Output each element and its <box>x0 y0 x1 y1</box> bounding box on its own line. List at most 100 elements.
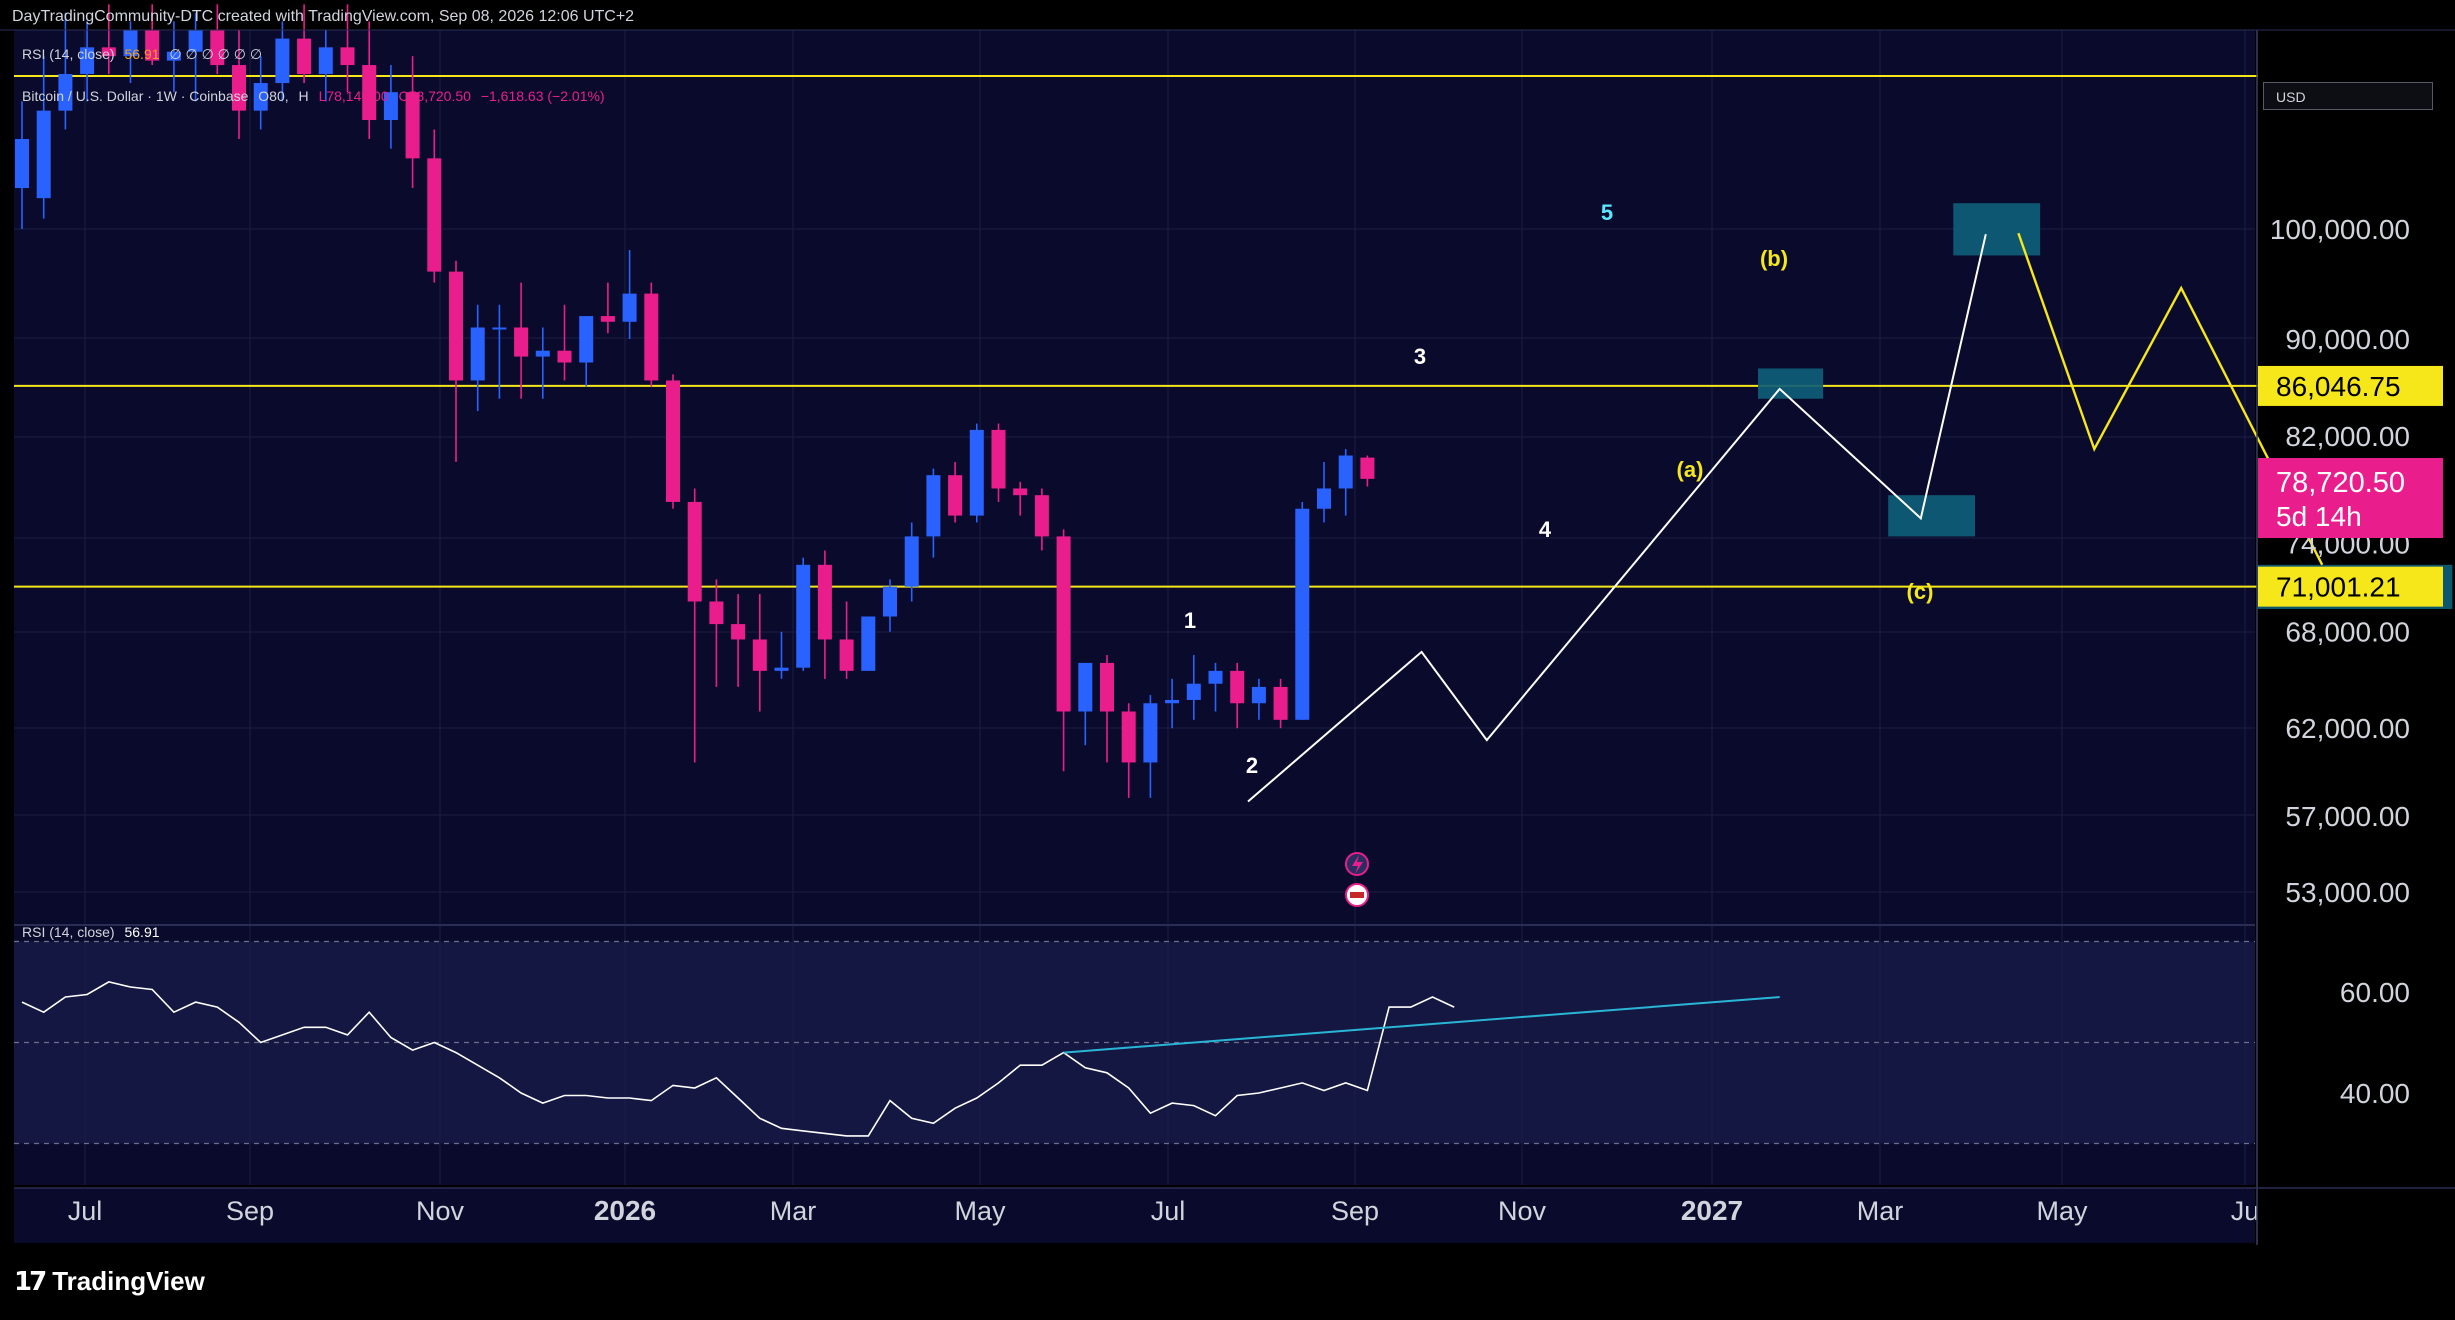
candle <box>123 29 138 57</box>
tradingview-logo[interactable]: 17 TradingView <box>14 1266 205 1297</box>
candle <box>709 601 724 625</box>
top-rsi-blanks: ∅ ∅ ∅ ∅ ∅ ∅ <box>169 46 263 62</box>
candle <box>166 51 181 61</box>
wave-label-c: (c) <box>1907 579 1934 604</box>
candle <box>904 536 919 587</box>
candle <box>644 293 659 381</box>
candle <box>600 316 615 322</box>
candle <box>1208 670 1223 684</box>
wave-label-a: (a) <box>1677 457 1704 482</box>
candle <box>1295 508 1310 720</box>
current-price-tag-bg <box>2258 458 2443 538</box>
candle <box>427 158 442 272</box>
price-tick-label: 82,000.00 <box>2285 421 2410 452</box>
candle <box>101 47 116 57</box>
candle <box>1230 670 1245 704</box>
candle <box>1273 686 1288 720</box>
candle <box>622 293 637 322</box>
time-axis-bg <box>14 1188 2255 1243</box>
ohlc-high: H <box>298 88 309 104</box>
candle <box>1251 686 1266 704</box>
attribution-text: DayTradingCommunity-DTC created with Tra… <box>12 8 635 25</box>
target-box-2 <box>1953 203 2041 256</box>
wave-label-2: 2 <box>1246 753 1258 778</box>
candle <box>1143 703 1158 763</box>
time-tick-label: Ju <box>2231 1196 2260 1226</box>
wave-label-5: 5 <box>1601 200 1613 225</box>
target-box-0 <box>1758 368 1824 399</box>
top-rsi-value: 56.91 <box>124 46 160 62</box>
top-rsi-label: RSI (14, close) <box>22 46 115 62</box>
candle <box>687 501 702 602</box>
rsi-tick-60: 60.00 <box>2340 977 2410 1008</box>
candle <box>535 350 550 357</box>
candle <box>796 564 811 668</box>
candle <box>80 47 95 75</box>
candle <box>383 92 398 121</box>
rsi-panel-label: RSI (14, close) <box>22 924 115 940</box>
ohlc-close: C78,720.50 <box>398 88 471 104</box>
candle <box>666 380 680 502</box>
candles <box>15 4 1375 798</box>
symbol-legend[interactable]: Bitcoin / U.S. Dollar · 1W · Coinbase O8… <box>22 88 605 104</box>
candle <box>948 475 963 516</box>
time-tick-label: Mar <box>770 1196 817 1226</box>
candle <box>557 350 572 363</box>
price-axis-bg <box>2258 30 2455 1245</box>
grid-lines <box>14 30 2255 1185</box>
candle <box>362 65 377 121</box>
price-tick-label: 62,000.00 <box>2285 713 2410 744</box>
wave-label-b: (b) <box>1760 246 1788 271</box>
event-flag-glyph <box>1350 892 1364 898</box>
price-tick-label: 53,000.00 <box>2285 877 2410 908</box>
candle <box>731 624 746 640</box>
candle <box>1186 683 1201 700</box>
candle <box>58 74 73 111</box>
candle <box>861 616 876 671</box>
candle <box>492 327 507 330</box>
candle <box>470 327 485 381</box>
main-pane-bg <box>14 30 2255 925</box>
time-tick-label: May <box>2036 1196 2088 1226</box>
tradingview-wordmark: TradingView <box>52 1266 205 1296</box>
candle <box>36 110 51 199</box>
rsi-line <box>21 981 1455 1137</box>
ohlc-open: O80, <box>258 88 289 104</box>
ohlc-low: L78,146.00 <box>318 88 389 104</box>
price-marker-71001-bg <box>2258 566 2443 607</box>
candle <box>1078 662 1093 712</box>
time-tick-label: Sep <box>226 1196 274 1226</box>
wave-label-4: 4 <box>1539 517 1552 542</box>
time-tick-label: Nov <box>1498 1196 1547 1226</box>
candle <box>1034 495 1049 537</box>
candle <box>579 316 594 363</box>
candle <box>188 29 203 52</box>
top-rsi-legend: RSI (14, close) 56.91 ∅ ∅ ∅ ∅ ∅ ∅ <box>22 46 262 63</box>
candle <box>774 667 789 671</box>
candle <box>210 29 225 66</box>
candle <box>1100 662 1114 712</box>
candle <box>232 65 246 111</box>
price-tick-label: 68,000.00 <box>2285 617 2410 648</box>
currency-button[interactable]: USD <box>2263 82 2433 110</box>
candle <box>405 92 420 159</box>
candle <box>1360 457 1375 479</box>
candle <box>991 429 1006 489</box>
price-marker-86046: 86,046.75 <box>2276 371 2401 402</box>
candle <box>1338 455 1353 489</box>
candle <box>318 47 333 75</box>
ohlc-change: −1,618.63 (−2.01%) <box>480 88 605 104</box>
candle <box>514 327 529 357</box>
time-tick-label: Jul <box>68 1196 103 1226</box>
candle <box>145 29 160 61</box>
time-tick-label: 2027 <box>1681 1195 1743 1226</box>
price-tick-label: 90,000.00 <box>2285 324 2410 355</box>
candle <box>926 475 941 537</box>
time-tick-label: Sep <box>1331 1196 1379 1226</box>
candle <box>883 586 897 617</box>
time-tick-label: Nov <box>416 1196 465 1226</box>
tradingview-mark-icon: 17 <box>14 1266 47 1297</box>
countdown-label: 5d 14h <box>2276 501 2362 532</box>
